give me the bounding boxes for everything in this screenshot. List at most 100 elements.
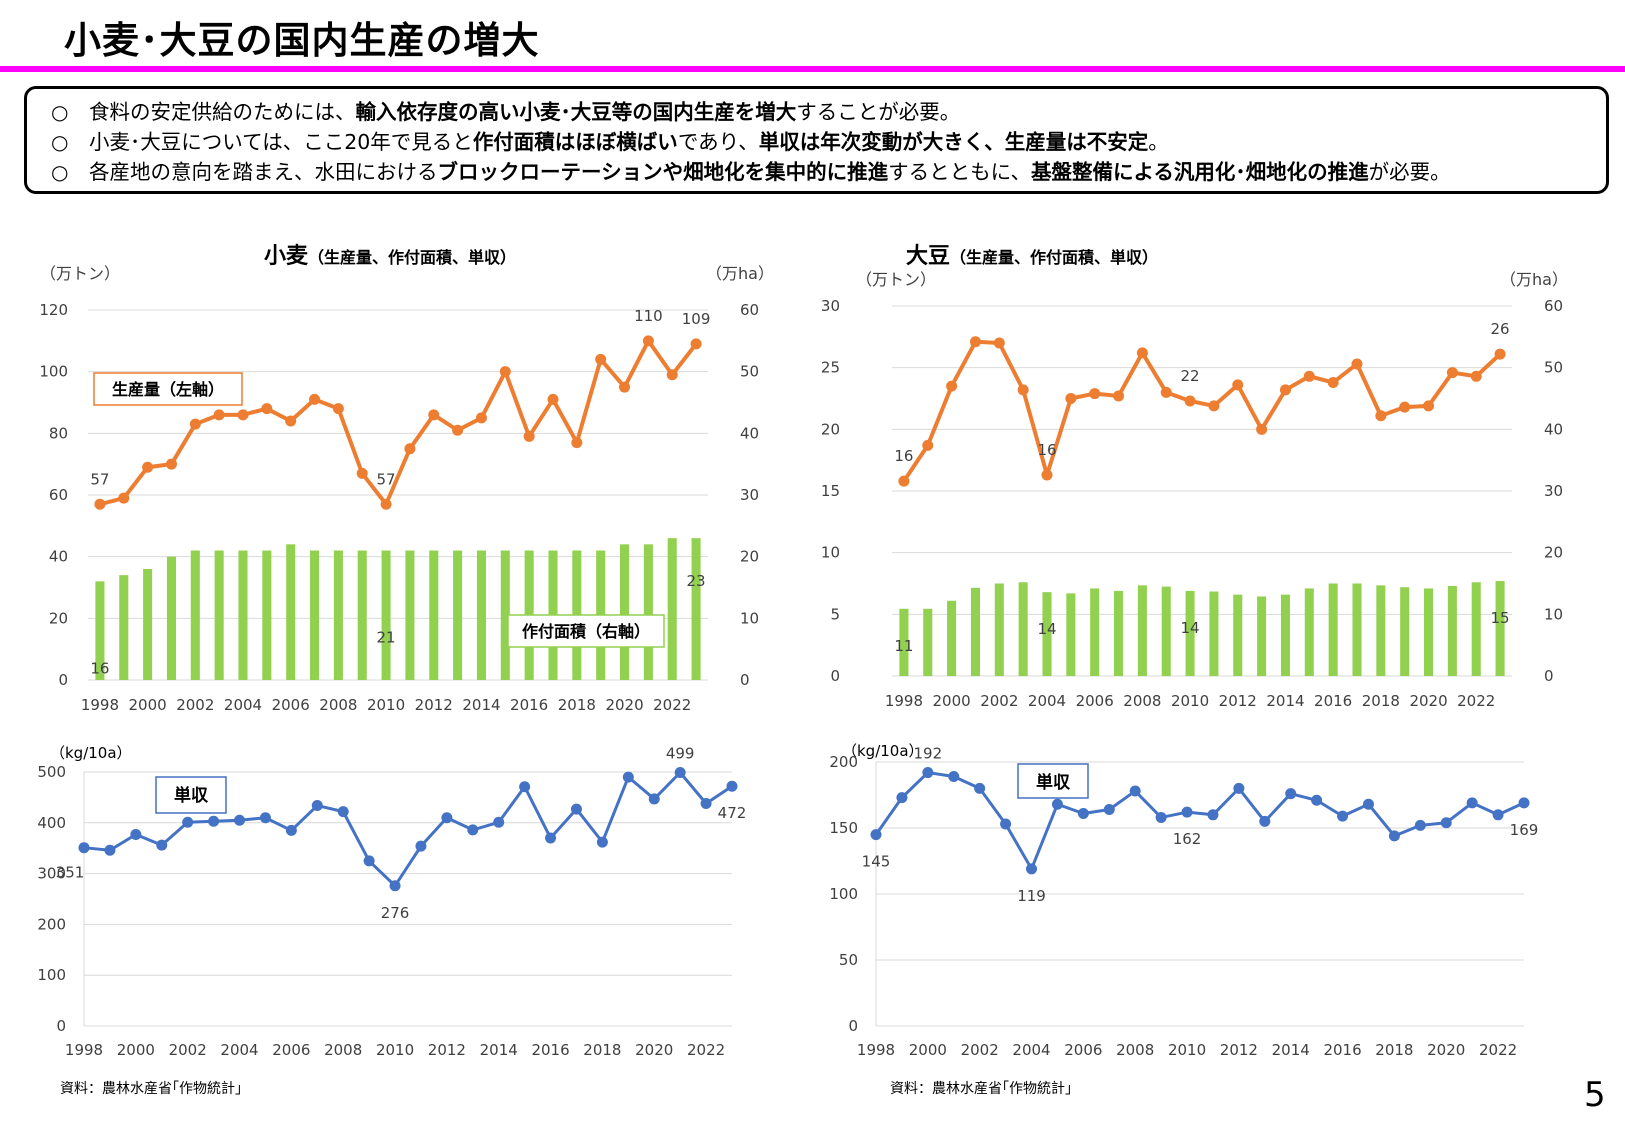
- summary-emphasis: ブロックローテーションや畑地化を集中的に推進: [437, 160, 889, 184]
- x-tick-label: 1998: [81, 696, 119, 714]
- production-point-2010: [1184, 395, 1196, 407]
- bar-area-2023: [691, 538, 701, 680]
- bar-area-2007: [310, 550, 320, 680]
- yield-point-2008: [337, 806, 349, 818]
- yield-point-2017: [1362, 798, 1374, 810]
- production-point-2007: [1113, 390, 1125, 402]
- y-tick-left-label: 20: [49, 609, 68, 627]
- yield-point-1999: [104, 844, 116, 856]
- yield-point-2004: [1026, 863, 1038, 875]
- production-point-2003: [213, 409, 225, 421]
- yield-point-2020: [648, 793, 660, 805]
- x-tick-label: 2006: [272, 696, 310, 714]
- y-axis-left-label: （万トン）: [856, 270, 936, 289]
- production-point-1999: [922, 439, 934, 451]
- production-point-2012: [1232, 379, 1244, 391]
- production-point-2019: [595, 353, 607, 365]
- x-tick-label: 2012: [415, 696, 453, 714]
- x-tick-label: 2002: [169, 1041, 207, 1059]
- legend-yield-label: 単収: [1036, 772, 1071, 793]
- bar-area-2016: [1328, 583, 1338, 676]
- x-tick-label: 2006: [1076, 692, 1114, 710]
- production-point-2022: [666, 369, 678, 381]
- y-tick-left-label: 30: [821, 297, 840, 315]
- production-point-2023: [1494, 348, 1506, 360]
- production-point-1998: [898, 475, 910, 487]
- production-point-2021: [1446, 367, 1458, 379]
- bar-area-2005: [1066, 593, 1076, 676]
- production-point-2017: [1351, 358, 1363, 370]
- y-tick-right-label: 40: [740, 424, 759, 442]
- area-data-label: 16: [90, 659, 109, 677]
- bar-area-2007: [1114, 590, 1124, 676]
- x-tick-label: 2002: [176, 696, 214, 714]
- summary-emphasis: 輸入依存度の高い小麦･大豆等の国内生産を増大: [355, 100, 797, 124]
- summary-line-3: ○ 各産地の意向を踏まえ、水田におけるブロックローテーションや畑地化を集中的に推進…: [51, 157, 1606, 187]
- bar-area-2000: [947, 600, 957, 676]
- legend-area-box: [507, 614, 665, 648]
- y-tick-left-label: 60: [49, 486, 68, 504]
- x-tick-label: 2004: [224, 696, 262, 714]
- y-axis-label: （kg/10a）: [50, 744, 132, 762]
- production-point-2005: [261, 403, 273, 415]
- y-tick-right-label: 30: [1544, 482, 1563, 500]
- yield-point-1998: [78, 842, 90, 854]
- bar-area-2005: [262, 550, 272, 680]
- area-data-label: 14: [1181, 619, 1200, 637]
- x-tick-label: 2016: [510, 696, 548, 714]
- page-title: 小麦･大豆の国内生産の増大: [64, 19, 540, 62]
- production-point-2013: [1256, 423, 1268, 435]
- summary-text: であり、: [677, 130, 759, 154]
- production-point-2005: [1065, 393, 1077, 404]
- y-tick-right-label: 50: [740, 363, 759, 381]
- y-tick-left-label: 80: [49, 424, 68, 442]
- bar-area-2002: [994, 583, 1004, 676]
- area-data-label: 21: [377, 629, 396, 647]
- bar-area-2006: [1090, 588, 1100, 676]
- x-tick-label: 2010: [1171, 692, 1209, 710]
- summary-emphasis: 単収は年次変動が大きく、生産量は不安定: [758, 130, 1149, 154]
- y-tick-label: 50: [839, 951, 858, 969]
- production-point-2004: [1041, 469, 1053, 481]
- bar-area-2010: [381, 550, 391, 680]
- x-tick-label: 2014: [462, 696, 500, 714]
- y-tick-left-label: 5: [830, 605, 840, 623]
- y-tick-label: 400: [37, 814, 66, 832]
- x-tick-label: 2006: [1064, 1041, 1102, 1059]
- yield-point-2016: [1337, 810, 1349, 822]
- production-point-2014: [475, 412, 487, 424]
- y-tick-label: 150: [829, 819, 858, 837]
- bar-area-2003: [1018, 582, 1028, 676]
- legend-yield-label: 単収: [174, 785, 209, 806]
- y-tick-left-label: 25: [821, 359, 840, 377]
- yield-point-2009: [363, 855, 375, 867]
- bar-area-2011: [405, 550, 415, 680]
- y-tick-right-label: 10: [1544, 605, 1563, 623]
- yield-data-label: 145: [862, 853, 891, 871]
- yield-point-2005: [1051, 798, 1063, 810]
- production-data-label: 22: [1181, 367, 1200, 385]
- yield-point-2013: [467, 824, 479, 836]
- x-tick-label: 1998: [857, 1041, 895, 1059]
- yield-data-label: 169: [1510, 821, 1539, 839]
- y-axis-right-label: （万ha）: [1500, 270, 1568, 289]
- x-tick-label: 1998: [65, 1041, 103, 1059]
- y-tick-left-label: 15: [821, 482, 840, 500]
- production-point-1998: [94, 498, 106, 510]
- bullet-icon: ○: [51, 130, 69, 154]
- yield-point-2002: [182, 816, 194, 828]
- yield-point-2004: [234, 814, 246, 826]
- bar-area-2019: [1400, 587, 1410, 676]
- bar-area-2008: [333, 550, 343, 680]
- production-point-2015: [1303, 370, 1315, 382]
- x-tick-label: 2008: [324, 1041, 362, 1059]
- x-tick-label: 2002: [980, 692, 1018, 710]
- yield-point-2000: [130, 828, 142, 840]
- yield-point-2000: [922, 767, 934, 779]
- y-tick-left-label: 20: [821, 420, 840, 438]
- production-point-2007: [309, 393, 321, 405]
- summary-line-2: ○ 小麦･大豆については、ここ20年で見ると作付面積はほぼ横ばいであり、単収は年次…: [51, 127, 1606, 157]
- yield-point-2019: [622, 771, 634, 783]
- summary-text: することが必要。: [796, 100, 961, 124]
- y-tick-left-label: 0: [830, 667, 840, 685]
